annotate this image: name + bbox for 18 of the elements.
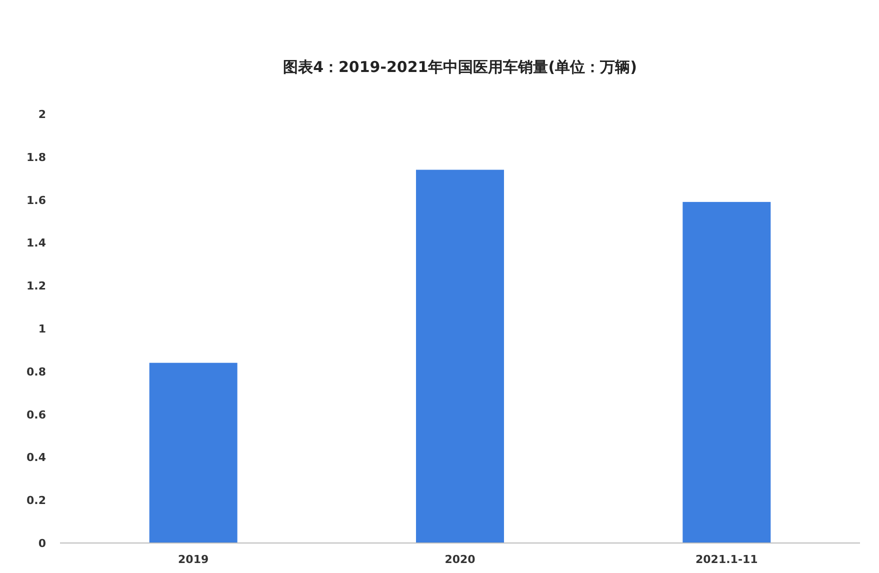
y-tick-label: 0.2 <box>26 494 46 508</box>
y-tick-label: 0 <box>38 537 46 550</box>
y-tick-label: 0.8 <box>26 365 46 378</box>
y-tick-label: 1.6 <box>26 194 46 207</box>
y-tick-label: 1 <box>38 322 46 336</box>
x-tick-label: 2020 <box>444 553 476 566</box>
y-tick-label: 0.6 <box>26 408 46 422</box>
y-tick-label: 2 <box>38 108 46 121</box>
y-tick-label: 1.8 <box>26 150 46 164</box>
y-tick-label: 1.2 <box>26 280 46 293</box>
x-tick-label: 2021.1-11 <box>696 553 758 566</box>
bar <box>416 170 504 543</box>
y-tick-label: 0.4 <box>26 451 46 464</box>
bar <box>682 202 771 543</box>
x-tick-label: 2019 <box>178 553 209 566</box>
bar <box>149 362 238 543</box>
chart-title: 图表4：2019-2021年中国医用车销量(单位：万辆) <box>283 58 637 76</box>
y-tick-label: 1.4 <box>26 236 46 250</box>
